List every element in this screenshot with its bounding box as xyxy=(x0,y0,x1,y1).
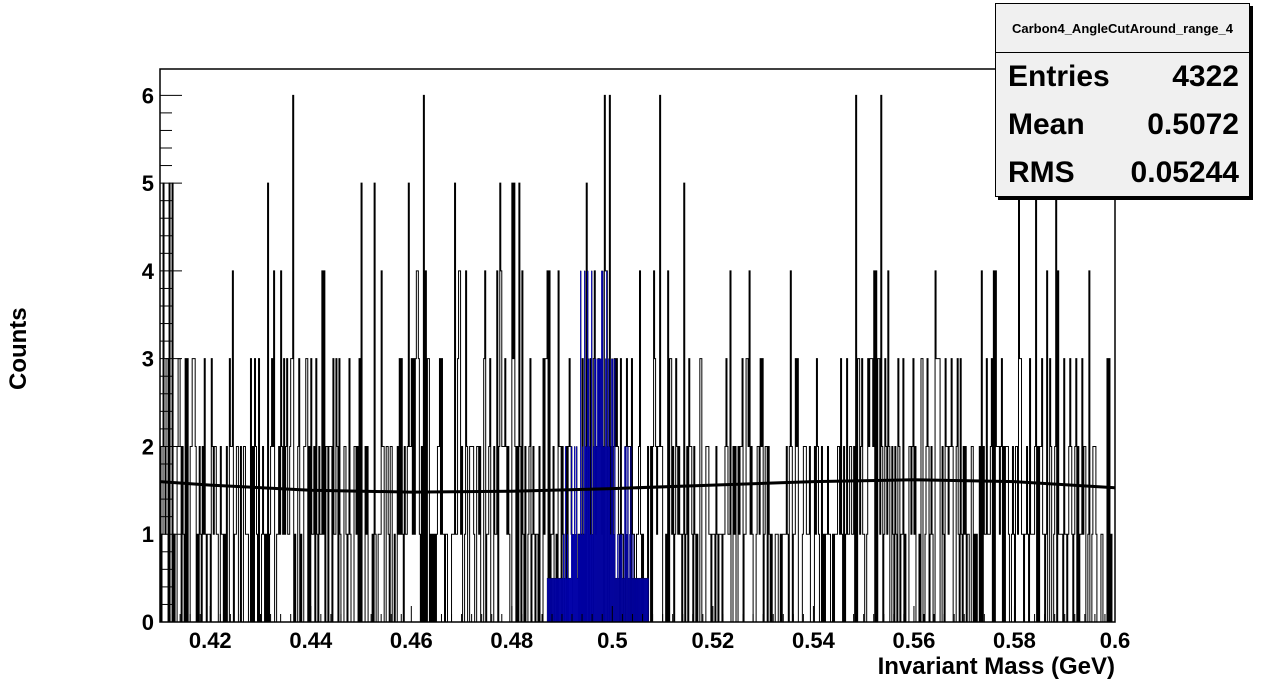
signal-bar xyxy=(579,534,581,623)
x-tick-label: 0.42 xyxy=(189,628,232,653)
signal-bar xyxy=(577,577,579,623)
signal-bar xyxy=(613,534,615,623)
x-axis: 0.42 0.44 0.46 0.48 0.5 0.52 0.54 0.56 0.58 0.6 xyxy=(159,606,1131,653)
y-tick-label: 5 xyxy=(142,171,154,196)
signal-bar xyxy=(568,577,571,623)
x-tick-label: 0.48 xyxy=(490,628,533,653)
signal-bar xyxy=(637,577,639,623)
y-axis-title: Counts xyxy=(5,307,32,390)
stats-entries-label: Entries xyxy=(1008,60,1110,93)
signal-bar xyxy=(580,270,582,623)
signal-bar xyxy=(603,446,605,623)
stats-rms-row: RMS 0.05244 xyxy=(996,149,1249,197)
stats-box: Carbon4_AngleCutAround_range_4 Entries 4… xyxy=(995,3,1250,197)
signal-bar xyxy=(571,446,573,623)
signal-bar xyxy=(562,534,565,623)
x-tick-label: 0.44 xyxy=(289,628,333,653)
stats-rms-label: RMS xyxy=(1008,156,1075,189)
signal-bar xyxy=(601,270,603,623)
plot-frame xyxy=(159,68,1116,623)
signal-bar xyxy=(590,534,592,623)
signal-bar xyxy=(596,446,598,623)
signal-bar xyxy=(575,534,577,623)
x-tick-label: 0.56 xyxy=(893,628,936,653)
signal-bar xyxy=(547,577,550,623)
signal-bar xyxy=(626,534,628,623)
stats-entries-row: Entries 4322 xyxy=(996,53,1249,101)
y-axis: 0 1 2 3 4 5 6 xyxy=(142,83,182,635)
signal-bar xyxy=(645,577,647,623)
stats-mean-value: 0.5072 xyxy=(1147,108,1239,141)
y-tick-label: 4 xyxy=(142,259,155,284)
signal-bar xyxy=(643,577,645,623)
signal-bar xyxy=(617,534,619,623)
signal-bar xyxy=(584,270,586,623)
fit-curve xyxy=(159,478,1116,494)
y-tick-label: 1 xyxy=(142,522,154,547)
signal-bar xyxy=(592,534,594,623)
y-tick-label: 6 xyxy=(142,83,154,108)
signal-bar xyxy=(553,577,556,623)
x-tick-label: 0.54 xyxy=(792,628,836,653)
signal-bar xyxy=(630,446,632,623)
y-tick-label: 0 xyxy=(142,610,154,635)
signal-bar xyxy=(566,534,569,623)
signal-bar xyxy=(557,577,560,623)
stats-entries-value: 4322 xyxy=(1172,60,1239,93)
x-tick-label: 0.6 xyxy=(1100,628,1131,653)
signal-bar xyxy=(618,577,620,623)
histogram-bars xyxy=(159,94,1115,623)
signal-bar xyxy=(611,358,613,623)
signal-bar xyxy=(636,577,638,623)
signal-bar xyxy=(564,446,567,623)
x-tick-label: 0.5 xyxy=(597,628,628,653)
signal-bar xyxy=(647,577,649,623)
x-tick-label: 0.52 xyxy=(691,628,734,653)
x-tick-label: 0.58 xyxy=(993,628,1036,653)
stats-rms-value: 0.05244 xyxy=(1130,156,1239,189)
signal-bar xyxy=(620,534,622,623)
signal-bar xyxy=(615,577,617,623)
y-tick-label: 2 xyxy=(142,434,154,459)
stats-mean-label: Mean xyxy=(1008,108,1085,141)
signal-bar xyxy=(624,446,626,623)
signal-bar xyxy=(628,577,630,623)
y-tick-label: 3 xyxy=(142,347,154,372)
signal-bar xyxy=(573,534,575,623)
stats-mean-row: Mean 0.5072 xyxy=(996,101,1249,149)
stats-title: Carbon4_AngleCutAround_range_4 xyxy=(996,4,1249,53)
signal-bar xyxy=(634,577,636,623)
signal-bar xyxy=(586,446,588,623)
signal-bar xyxy=(609,446,611,623)
signal-bar xyxy=(559,577,562,623)
signal-bar xyxy=(555,577,558,623)
signal-bar xyxy=(607,446,609,623)
signal-region-bars xyxy=(546,270,649,623)
x-tick-label: 0.46 xyxy=(390,628,433,653)
signal-bar xyxy=(549,577,552,623)
signal-bar xyxy=(605,358,607,623)
signal-bar xyxy=(582,446,584,623)
signal-bar xyxy=(632,534,634,623)
x-axis-title: Invariant Mass (GeV) xyxy=(878,653,1115,680)
histogram-outline xyxy=(159,94,1115,623)
signal-bar xyxy=(639,577,641,623)
